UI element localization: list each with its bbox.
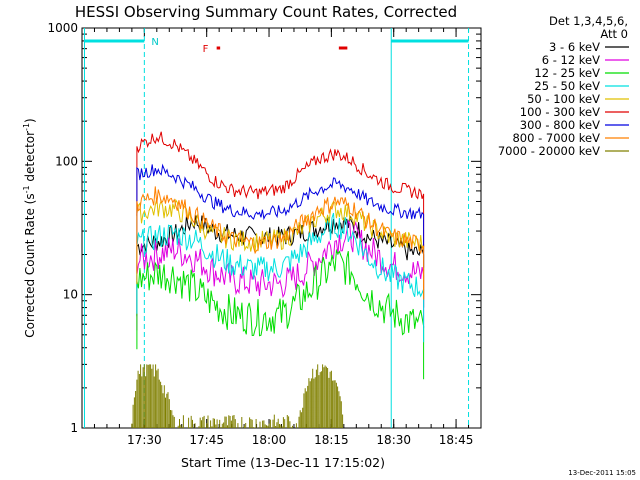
legend-label: 3 - 6 keV — [549, 40, 600, 54]
y-tick-label: 1 — [70, 421, 78, 435]
y-axis-label-exp1: -1 — [22, 185, 31, 193]
y-axis-label: Corrected Count Rate (s-1 detector-1) — [22, 118, 37, 337]
x-axis-label: Start Time (13-Dec-11 17:15:02) — [181, 455, 385, 470]
legend-label: 7000 - 20000 keV — [498, 144, 600, 158]
legend-label: 100 - 300 keV — [520, 105, 600, 119]
footer-date: 13-Dec-2011 15:05 — [568, 469, 636, 477]
y-tick-label: 1000 — [47, 21, 78, 35]
x-tick-label: 17:45 — [189, 433, 224, 447]
y-axis-label-exp2: -1 — [22, 123, 31, 131]
y-axis-label-main: Corrected Count Rate (s — [23, 193, 37, 337]
series-line — [136, 219, 425, 331]
series-line — [131, 364, 344, 428]
y-tick-label: 100 — [55, 154, 78, 168]
series-line — [136, 215, 425, 317]
series-line — [136, 186, 425, 300]
legend-header-1: Det 1,3,4,5,6, — [549, 14, 628, 28]
legend-label: 12 - 25 keV — [534, 66, 600, 80]
y-tick-label: 10 — [63, 288, 78, 302]
legend-header-2: Att 0 — [600, 27, 628, 41]
plot-frame — [81, 27, 482, 429]
y-axis-label-end: ) — [23, 118, 37, 123]
legend-label: 25 - 50 keV — [534, 79, 600, 93]
x-tick-label: 18:00 — [252, 433, 287, 447]
chart-title: HESSI Observing Summary Count Rates, Cor… — [75, 3, 457, 21]
series-line — [136, 131, 425, 247]
legend-label: 6 - 12 keV — [542, 53, 600, 67]
plot-area: 1 10 100 1000 17:30 17:45 18:00 18:15 18:30 18:45… — [47, 21, 482, 447]
x-tick-label: 18:15 — [314, 433, 349, 447]
x-tick-label: 18:30 — [376, 433, 411, 447]
x-tick-label: 17:30 — [127, 433, 162, 447]
series-line — [136, 163, 425, 268]
flare-flag-label: F — [203, 44, 209, 55]
y-axis-label-mid: detector — [23, 131, 37, 186]
legend-label: 50 - 100 keV — [527, 92, 600, 106]
saa-flag-label: N — [151, 37, 158, 48]
legend-label: 300 - 800 keV — [520, 118, 600, 132]
series-line — [136, 248, 425, 380]
legend-label: 800 - 7000 keV — [512, 131, 600, 145]
x-tick-label: 18:45 — [439, 433, 474, 447]
series-line — [136, 212, 425, 343]
